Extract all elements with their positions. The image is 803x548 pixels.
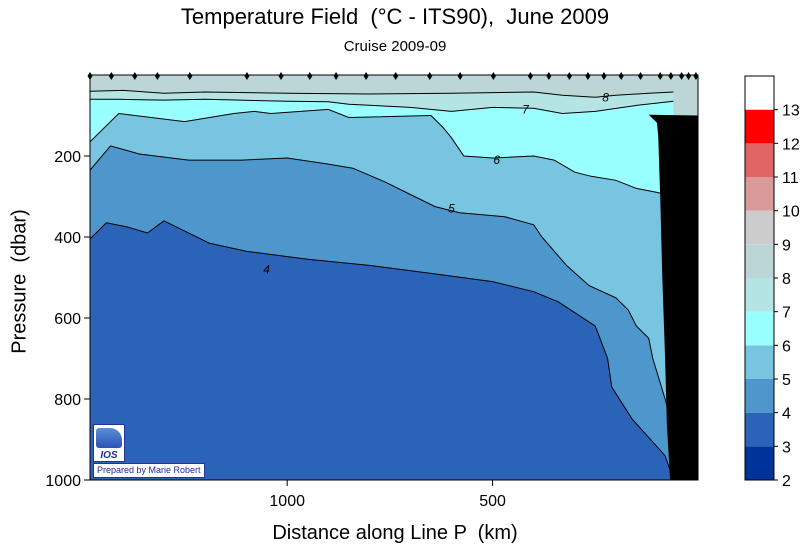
y-axis-label: Pressure (dbar): [8, 209, 31, 354]
isotherm-8: [90, 89, 674, 98]
ios-logo-text: IOS: [100, 450, 118, 461]
colorbar-swatch: [745, 76, 774, 110]
colorbar-swatch: [745, 412, 774, 447]
colorbar-swatch: [745, 278, 774, 312]
station-marker: [637, 72, 643, 80]
station-marker: [132, 72, 138, 80]
contour-label-4: 4: [263, 262, 270, 276]
station-marker: [527, 72, 533, 80]
colorbar-label: 11: [782, 170, 799, 187]
isotherm-lines: [90, 89, 676, 480]
station-marker: [679, 72, 685, 80]
station-marker: [566, 72, 572, 80]
colorbar-label: 12: [782, 136, 800, 153]
station-marker: [686, 72, 692, 80]
station-marker: [333, 72, 339, 80]
station-marker: [693, 72, 699, 80]
temperature-bands: [90, 75, 698, 480]
station-marker: [278, 72, 284, 80]
x-tick-label: 1000: [269, 493, 305, 510]
station-marker: [618, 72, 624, 80]
bottom-topography: [648, 114, 698, 480]
colorbar: 2 3 4 5 6 7 8 9 10 11 12 13: [744, 75, 800, 490]
colorbar-label: 2: [782, 473, 791, 490]
colorbar-label: 8: [782, 271, 791, 288]
band-below-4: [90, 220, 674, 480]
y-tick-label: 400: [54, 230, 81, 247]
seafloor: [648, 114, 698, 480]
isotherm-5: [90, 145, 676, 440]
chart-subtitle: Cruise 2009-09: [343, 38, 447, 55]
station-marker: [87, 72, 93, 80]
station-marker: [490, 72, 496, 80]
station-marker: [108, 72, 114, 80]
isotherm-4: [90, 220, 674, 480]
x-axis-label: Distance along Line P (km): [272, 522, 518, 544]
station-marker: [363, 72, 369, 80]
plot-area: [90, 75, 698, 480]
ios-logo: IOS: [93, 424, 125, 462]
y-tick-label: 600: [54, 311, 81, 328]
station-marker: [585, 72, 591, 80]
station-marker: [546, 72, 552, 80]
colorbar-label: 10: [782, 204, 800, 221]
colorbar-swatch: [745, 109, 774, 144]
colorbar-label: 4: [782, 406, 791, 423]
colorbar-label: 3: [782, 439, 791, 456]
colorbar-swatch: [745, 244, 774, 278]
station-marker: [601, 72, 607, 80]
isotherm-6: [90, 108, 674, 197]
contour-label-6: 6: [493, 153, 500, 167]
credit-label: Prepared by Marie Robert: [93, 463, 205, 478]
contour-label-7: 7: [522, 102, 530, 116]
station-marker: [427, 72, 433, 80]
station-marker: [457, 72, 463, 80]
wave-icon: [96, 428, 122, 448]
colorbar-swatch: [745, 210, 774, 245]
contour-label-8: 8: [602, 90, 609, 104]
colorbar-label: 9: [782, 237, 791, 254]
colorbar-swatch: [745, 311, 774, 346]
station-markers: [87, 72, 699, 80]
chart-title: Temperature Field (°C - ITS90), June 200…: [180, 4, 610, 29]
y-tick-label: 800: [54, 392, 81, 409]
station-marker: [154, 72, 160, 80]
station-marker: [187, 72, 193, 80]
colorbar-label: 13: [782, 103, 800, 120]
station-marker: [657, 72, 663, 80]
station-marker: [244, 72, 250, 80]
colorbar-swatch: [745, 379, 774, 413]
y-axis: 200 400 600 800 1000: [45, 149, 90, 490]
colorbar-label: 5: [782, 372, 791, 389]
isotherm-7: [90, 98, 674, 115]
colorbar-label: 6: [782, 338, 791, 355]
contour-labels: 4 5 6 7 8: [263, 90, 609, 276]
colorbar-swatch: [745, 345, 774, 379]
colorbar-swatch: [745, 143, 774, 177]
y-tick-label: 200: [54, 149, 81, 166]
x-axis: 1000 500: [269, 480, 506, 510]
colorbar-label: 7: [782, 305, 791, 322]
station-marker: [668, 72, 674, 80]
x-tick-label: 500: [479, 493, 506, 510]
station-marker: [393, 72, 399, 80]
colorbar-swatch: [745, 446, 774, 480]
colorbar-swatch: [745, 177, 774, 211]
contour-label-5: 5: [448, 202, 455, 216]
station-marker: [307, 72, 313, 80]
y-tick-label: 1000: [45, 473, 81, 490]
